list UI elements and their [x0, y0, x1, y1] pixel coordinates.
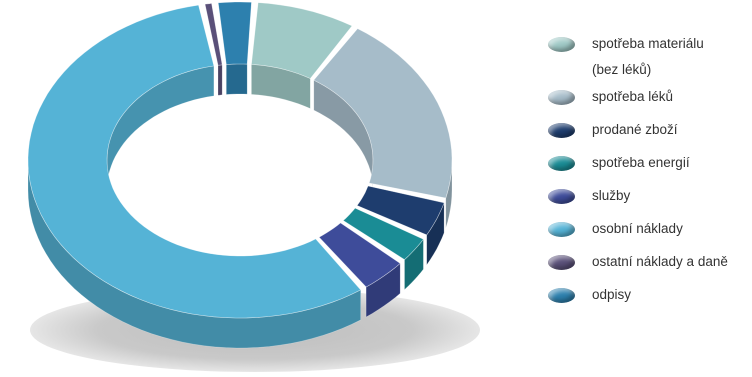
- legend-label-osobni: osobní náklady: [592, 221, 683, 236]
- legend-swatch-zbozi: [548, 123, 575, 138]
- legend-label-zbozi: prodané zboží: [592, 122, 678, 137]
- legend-swatch-leky: [548, 90, 575, 105]
- legend-swatch-energie: [548, 156, 575, 171]
- legend-swatch-osobni: [548, 222, 575, 237]
- legend-item-osobni: osobní náklady: [548, 217, 752, 241]
- legend-item-odpisy: odpisy: [548, 283, 752, 307]
- legend-label-material: spotřeba materiálu: [592, 36, 704, 51]
- legend-item-material: spotřeba materiálu (bez léků): [548, 32, 752, 77]
- legend-item-leky: spotřeba léků: [548, 85, 752, 109]
- legend-item-sluzby: služby: [548, 184, 752, 208]
- legend-label-ostatni: ostatní náklady a daně: [592, 254, 728, 269]
- legend-swatch-ostatni: [548, 255, 575, 270]
- slice-top-1: [313, 28, 453, 199]
- slice-inner-wall-6: [217, 64, 223, 96]
- legend: spotřeba materiálu (bez léků) spotřeba l…: [548, 32, 752, 307]
- slices: [27, 1, 453, 349]
- slice-top-5: [27, 4, 362, 319]
- legend-label-odpisy: odpisy: [592, 287, 632, 302]
- slice-top-3: [342, 207, 424, 260]
- legend-item-energie: spotřeba energií: [548, 151, 752, 175]
- slice-inner-wall-7: [226, 63, 248, 95]
- legend-label-leky: spotřeba léků: [592, 89, 674, 104]
- legend-swatch-sluzby: [548, 189, 575, 204]
- slice-top-7: [217, 1, 252, 65]
- legend-item-ostatni: ostatní náklady a daně: [548, 250, 752, 274]
- legend-label-sluzby: služby: [592, 188, 631, 203]
- slice-top-2: [356, 185, 445, 236]
- legend-label-energie: spotřeba energií: [592, 155, 690, 170]
- legend-label-material-note: (bez léků): [592, 62, 652, 77]
- slice-top-0: [251, 2, 353, 79]
- legend-swatch-odpisy: [548, 288, 575, 303]
- slice-top-4: [318, 222, 401, 288]
- legend-item-zbozi: prodané zboží: [548, 118, 752, 142]
- slice-top-6: [204, 3, 223, 66]
- legend-swatch-material: [548, 37, 575, 52]
